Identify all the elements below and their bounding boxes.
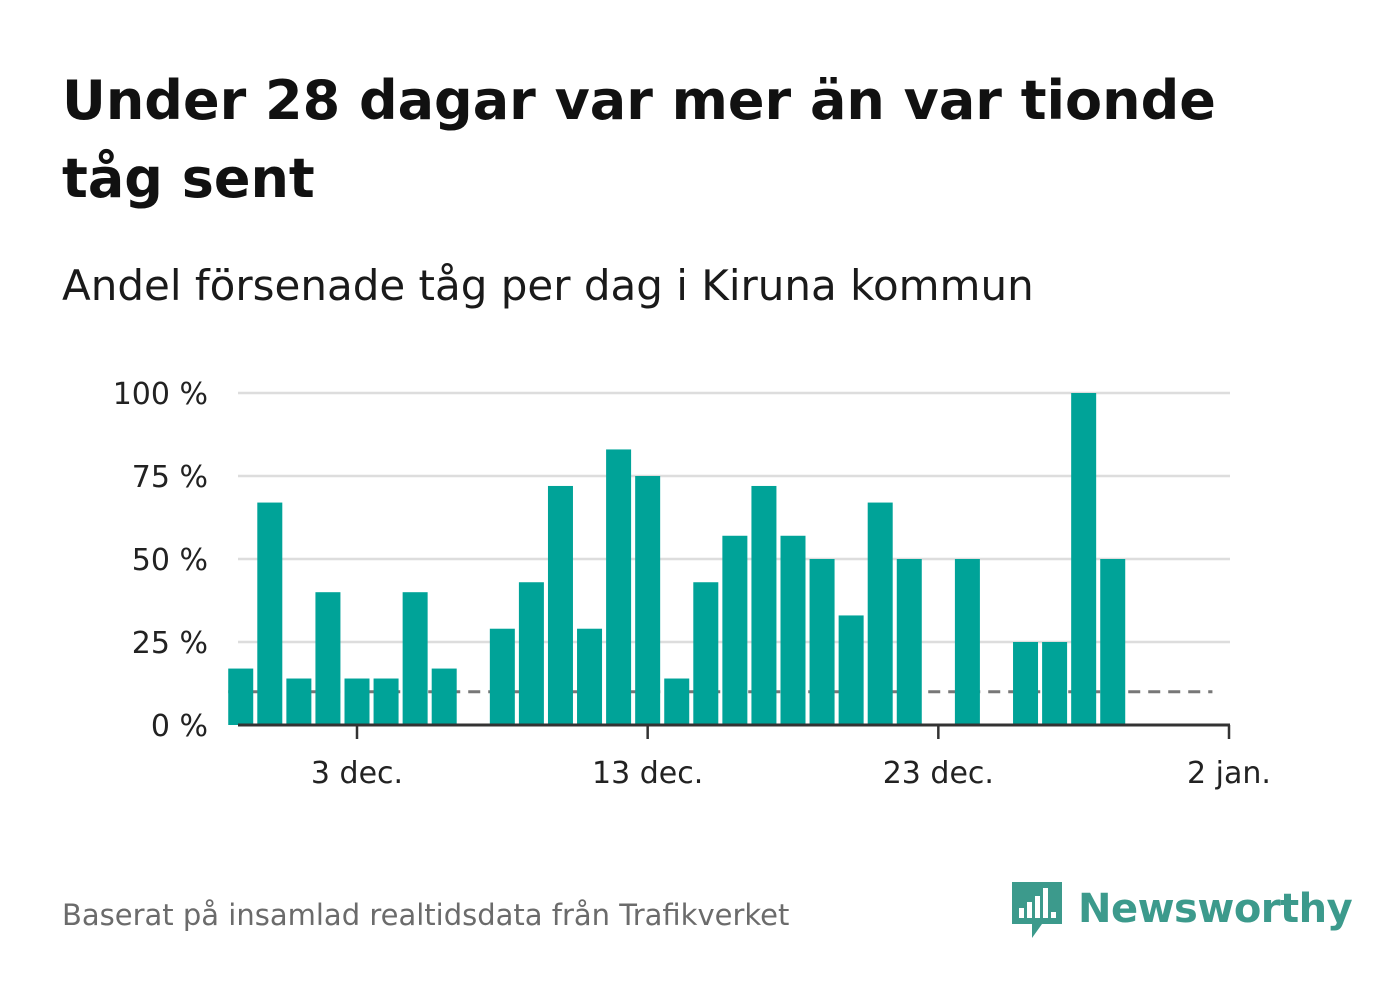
newsworthy-logo: Newsworthy	[1010, 878, 1352, 940]
y-tick-label: 100 %	[113, 377, 208, 412]
newsworthy-logo-icon	[1010, 878, 1064, 940]
bar	[228, 669, 253, 725]
bar	[868, 503, 893, 725]
bar	[374, 679, 399, 725]
bar	[519, 582, 544, 725]
bar	[955, 559, 980, 725]
x-tick-label: 2 jan.	[1187, 756, 1271, 791]
bar	[1013, 642, 1038, 725]
y-tick-label: 75 %	[132, 460, 208, 495]
bar	[432, 669, 457, 725]
y-axis-labels: 0 % 25 % 50 % 75 % 100 %	[113, 377, 208, 744]
bar	[751, 486, 776, 725]
bar	[606, 449, 631, 725]
bar	[548, 486, 573, 725]
x-axis-ticks: 3 dec. 13 dec. 23 dec. 2 jan.	[311, 725, 1271, 791]
bar	[810, 559, 835, 725]
bar	[664, 679, 689, 725]
x-tick-label: 23 dec.	[883, 756, 994, 791]
x-tick-label: 13 dec.	[592, 756, 703, 791]
bar	[577, 629, 602, 725]
bar	[1100, 559, 1125, 725]
bar	[257, 503, 282, 725]
bar	[1071, 393, 1096, 725]
x-tick-label: 3 dec.	[311, 756, 403, 791]
bar	[897, 559, 922, 725]
bar	[635, 476, 660, 725]
y-tick-label: 0 %	[151, 709, 208, 744]
brand-name: Newsworthy	[1078, 886, 1352, 932]
bar-chart: 0 % 25 % 50 % 75 % 100 % 3 dec. 13 dec. 23 dec…	[0, 340, 1382, 820]
bar	[1042, 642, 1067, 725]
bar	[693, 582, 718, 725]
bar	[722, 536, 747, 725]
y-tick-label: 50 %	[132, 543, 208, 578]
y-tick-label: 25 %	[132, 626, 208, 661]
bar	[490, 629, 515, 725]
bar	[781, 536, 806, 725]
chart-subtitle: Andel försenade tåg per dag i Kiruna kom…	[62, 258, 1034, 314]
bar	[286, 679, 311, 725]
bar	[315, 592, 340, 725]
source-note: Baserat på insamlad realtidsdata från Tr…	[62, 898, 789, 932]
bar	[403, 592, 428, 725]
bar	[345, 679, 370, 725]
chart-title: Under 28 dagar var mer än var tionde tåg…	[62, 62, 1322, 218]
bar	[839, 615, 864, 725]
